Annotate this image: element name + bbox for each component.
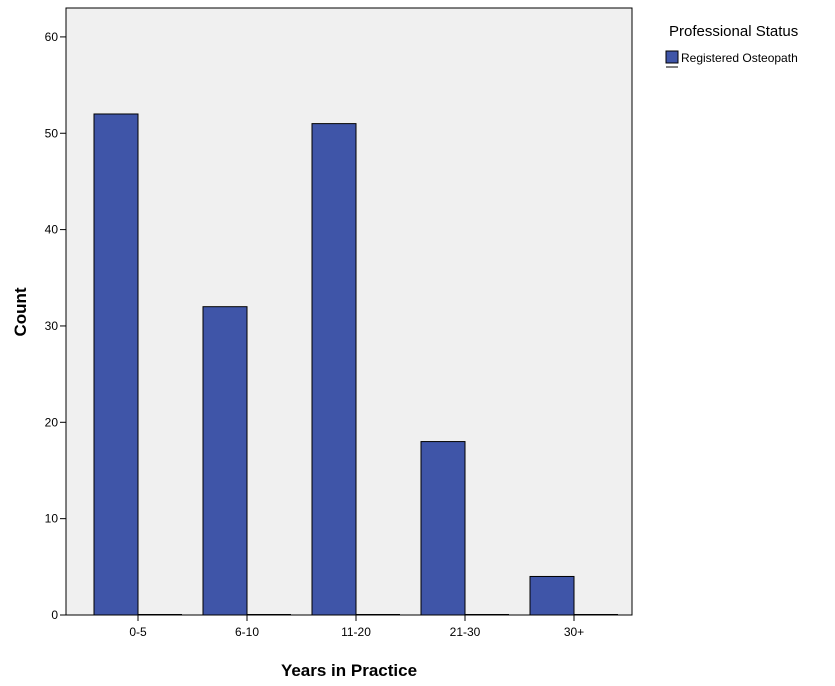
legend-label: Registered Osteopath <box>681 51 798 65</box>
y-tick-label: 0 <box>51 608 58 622</box>
y-axis: 0 10 20 30 40 50 60 <box>45 30 66 622</box>
x-tick-label: 21-30 <box>450 625 481 639</box>
x-tick-label: 30+ <box>564 625 584 639</box>
legend-swatch <box>665 50 679 64</box>
bar <box>93 113 139 616</box>
x-tick-label: 0-5 <box>129 625 147 639</box>
y-tick-label: 50 <box>45 126 59 140</box>
bar <box>420 441 466 616</box>
x-tick-label: 11-20 <box>341 625 371 639</box>
legend: Professional Status Registered Osteopath <box>665 23 798 68</box>
legend-title: Professional Status <box>669 23 798 40</box>
bar <box>202 306 248 616</box>
x-axis-title: Years in Practice <box>281 661 417 680</box>
y-tick-label: 30 <box>45 319 59 333</box>
bars <box>93 113 618 616</box>
y-axis-title: Count <box>11 287 30 336</box>
y-tick-label: 10 <box>45 512 59 526</box>
x-tick-label: 6-10 <box>235 625 259 639</box>
y-tick-label: 20 <box>45 415 59 429</box>
y-tick-label: 40 <box>45 223 59 237</box>
y-tick-label: 60 <box>45 30 59 44</box>
bar <box>529 575 575 616</box>
x-axis: 0-5 6-10 11-20 21-30 30+ <box>129 615 584 639</box>
bar <box>311 123 357 616</box>
